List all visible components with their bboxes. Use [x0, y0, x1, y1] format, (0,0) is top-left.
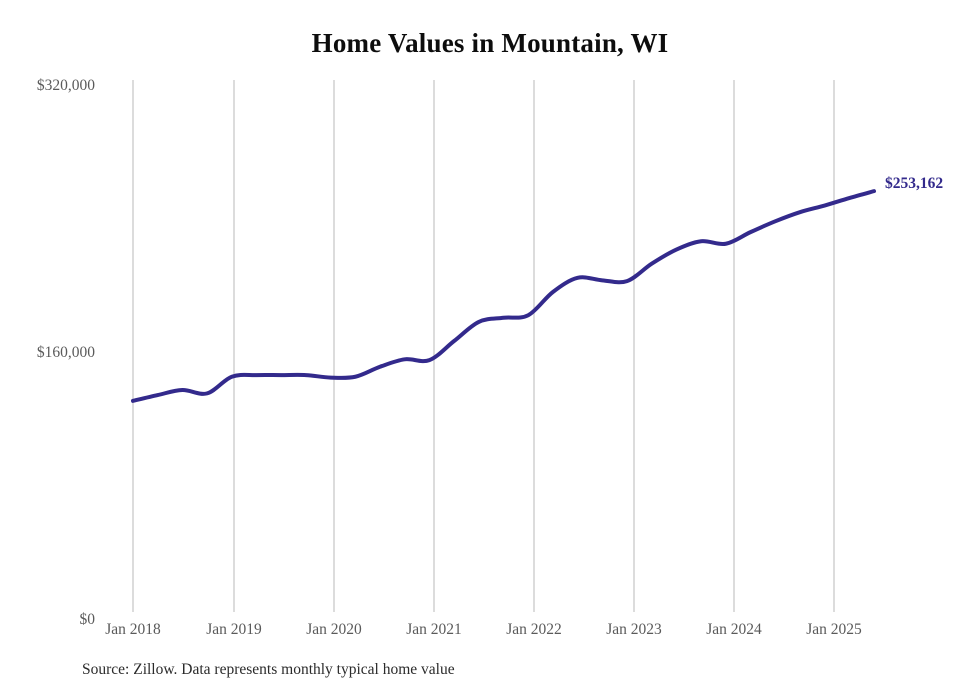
x-axis-tick-jan-2025: Jan 2025: [806, 621, 862, 638]
end-value-annotation: $253,162: [885, 175, 944, 193]
x-axis-tick-jan-2024: Jan 2024: [706, 621, 762, 638]
y-axis-tick-160000: $160,000: [36, 344, 95, 361]
x-gridlines: [132, 80, 835, 612]
home-value-line-series: [131, 189, 876, 403]
x-axis-tick-jan-2020: Jan 2020: [306, 621, 362, 638]
x-axis-tick-jan-2022: Jan 2022: [506, 621, 562, 638]
x-axis-tick-jan-2019: Jan 2019: [206, 621, 262, 638]
x-axis-tick-jan-2018: Jan 2018: [105, 621, 161, 638]
x-axis-tick-jan-2023: Jan 2023: [606, 621, 662, 638]
chart-title: Home Values in Mountain, WI: [311, 28, 669, 58]
y-axis-tick-0: $0: [79, 611, 96, 628]
y-axis-tick-320000: $320,000: [36, 77, 95, 94]
x-axis-tick-jan-2021: Jan 2021: [406, 621, 462, 638]
source-note: Source: Zillow. Data represents monthly …: [82, 661, 455, 678]
